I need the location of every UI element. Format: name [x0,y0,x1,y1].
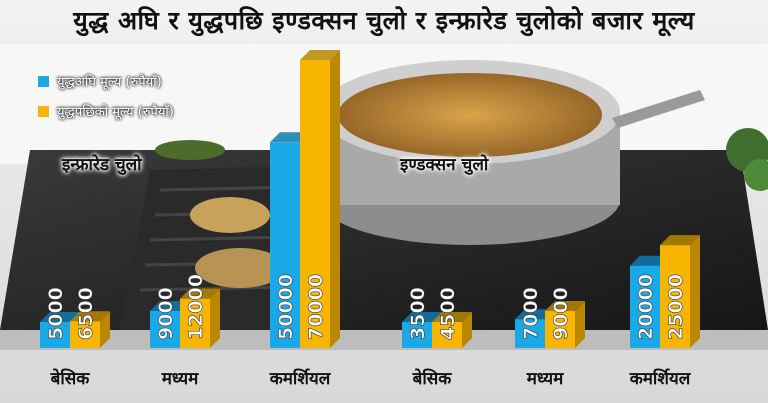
bar-top-after-g0-c0 [70,311,110,322]
bar-front-after-g0-c0 [70,321,100,348]
category-label-induction-commercial: कमर्शियल [629,369,691,389]
legend-swatch-after [38,105,49,117]
bar-top-after-g1-c0 [432,312,472,322]
bar-after-g1-c1 [545,300,585,348]
value-label-after-g0-c2: 70000 [305,274,327,340]
bar-front-before-g1-c1 [515,319,545,348]
group-label-infrared: इन्फ्रारेड चुलो [62,155,142,175]
bar-front-before-g0-c0 [40,322,70,348]
value-label-before-g0-c2: 50000 [275,274,297,340]
legend-item-after: युद्धपछिको मूल्य (रुपैयाँ) [38,96,174,126]
legend-swatch-before [38,75,49,87]
bar-front-before-g0-c1 [150,310,180,348]
value-label-before-g1-c1: 7000 [520,287,542,340]
bar-front-before-g1-c0 [402,322,432,348]
legend: युद्धअघि मूल्य (रुपैयाँ) युद्धपछिको मूल्… [38,66,174,126]
bar-side-after-g0-c2 [330,50,340,348]
bar-side-after-g1-c2 [690,235,700,348]
category-label-infrared-basic: बेसिक [50,369,90,389]
bar-top-after-g1-c2 [660,235,700,246]
category-label-infrared-commercial: कमर्शियल [269,369,331,389]
bar-front-before-g0-c2 [270,142,300,348]
legend-label-before: युद्धअघि मूल्य (रुपैयाँ) [57,75,162,90]
bar-after-g1-c0 [432,312,472,348]
bar-front-after-g0-c1 [180,298,210,348]
value-label-after-g0-c0: 6500 [75,287,97,340]
value-label-before-g0-c1: 9000 [155,287,177,340]
bar-top-after-g1-c1 [545,300,585,311]
bar-front-before-g1-c2 [630,265,660,348]
value-label-after-g1-c2: 25000 [665,274,687,340]
bar-after-g0-c0 [70,311,110,348]
value-label-after-g1-c0: 4500 [437,287,459,340]
legend-label-after: युद्धपछिको मूल्य (रुपैयाँ) [57,105,174,120]
bar-side-after-g0-c1 [210,288,220,348]
bar-front-after-g1-c0 [432,322,462,348]
bar-front-after-g1-c2 [660,245,690,348]
bar-after-g1-c2 [660,235,700,348]
bar-top-before-g1-c0 [402,312,442,322]
bar-front-after-g0-c2 [300,60,330,348]
bar-after-g0-c1 [180,288,220,348]
category-label-induction-medium: मध्यम [526,369,564,389]
group-label-induction: इण्डक्सन चुलो [400,155,489,175]
chart-title: युद्ध अघि र युद्धपछि इण्डक्सन चुलो र इन्… [73,6,695,35]
value-label-after-g0-c1: 12000 [185,274,207,340]
category-label-infrared-medium: मध्यम [161,369,199,389]
bar-after-g0-c2 [300,50,340,348]
bar-side-after-g0-c0 [100,311,110,348]
bar-top-after-g0-c1 [180,288,220,299]
value-label-after-g1-c1: 9000 [550,287,572,340]
bar-top-after-g0-c2 [300,50,340,60]
bar-top-before-g0-c0 [40,312,80,322]
bar-front-after-g1-c1 [545,310,575,348]
legend-item-before: युद्धअघि मूल्य (रुपैयाँ) [38,66,174,96]
value-label-before-g0-c0: 5000 [45,287,67,340]
value-label-before-g1-c2: 20000 [635,274,657,340]
bar-side-after-g1-c0 [462,312,472,348]
category-label-induction-basic: बेसिक [412,369,452,389]
value-label-before-g1-c0: 3500 [407,287,429,340]
bar-side-after-g1-c1 [575,300,585,348]
